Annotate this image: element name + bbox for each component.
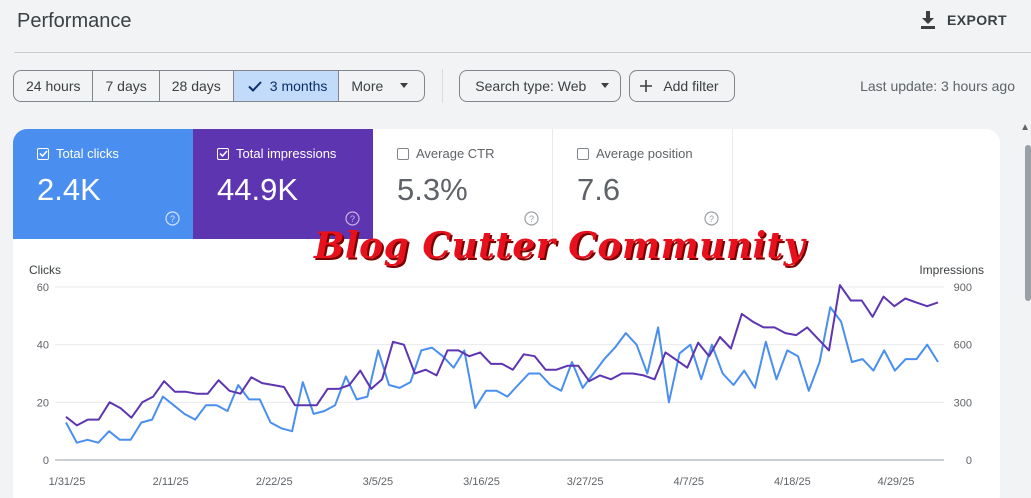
metric-label: Total clicks xyxy=(56,146,119,161)
metric-label: Total impressions xyxy=(236,146,337,161)
metric-value: 5.3% xyxy=(397,172,468,207)
metric-value: 7.6 xyxy=(577,172,621,207)
range-more-label: More xyxy=(351,78,384,94)
add-filter-label: Add filter xyxy=(663,78,719,94)
x-tick-label: 4/18/25 xyxy=(774,476,811,488)
download-icon xyxy=(921,11,936,29)
date-range-selector: 24 hours 7 days 28 days 3 months More xyxy=(13,70,426,102)
search-type-label: Search type: Web xyxy=(475,78,587,94)
range-24-hours[interactable]: 24 hours xyxy=(14,71,94,101)
caret-down-icon xyxy=(400,83,409,88)
scroll-up-icon[interactable]: ▲ xyxy=(1020,122,1030,133)
caret-down-icon xyxy=(601,83,610,88)
range-28-days[interactable]: 28 days xyxy=(160,71,234,101)
y-left-tick-label: 0 xyxy=(43,455,49,467)
filter-toolbar: 24 hours 7 days 28 days 3 months More Se… xyxy=(13,69,743,103)
metric-label: Average CTR xyxy=(416,146,495,161)
help-icon[interactable]: ? xyxy=(165,211,180,226)
x-tick-label: 2/11/25 xyxy=(153,476,189,488)
help-icon[interactable]: ? xyxy=(524,211,539,226)
performance-chart[interactable]: Clicks Impressions 0 0 20 300 40 600 60 900 1/3… xyxy=(13,129,1000,498)
range-7-days[interactable]: 7 days xyxy=(93,71,160,101)
header-divider xyxy=(14,52,1031,53)
export-button[interactable]: EXPORT xyxy=(920,11,1007,29)
y-right-tick-label: 300 xyxy=(954,397,972,409)
search-type-dropdown[interactable]: Search type: Web xyxy=(459,70,622,102)
check-icon xyxy=(248,80,262,92)
x-tick-label: 4/29/25 xyxy=(878,476,915,488)
metric-total-impressions[interactable]: Total impressions 44.9K ? xyxy=(193,129,373,239)
svg-text:?: ? xyxy=(529,214,534,224)
scrollbar-thumb[interactable] xyxy=(1025,145,1031,301)
metric-average-position[interactable]: Average position 7.6 ? xyxy=(553,129,733,239)
series-line-clicks xyxy=(65,306,939,444)
series-line-impressions xyxy=(65,284,939,427)
y-right-tick-label: 600 xyxy=(954,340,972,352)
y-left-tick-label: 40 xyxy=(37,340,49,352)
x-tick-label: 2/22/25 xyxy=(256,476,293,488)
last-update-text: Last update: 3 hours ago xyxy=(860,78,1015,94)
checkbox-checked-icon[interactable] xyxy=(217,147,229,160)
help-icon[interactable]: ? xyxy=(345,211,360,226)
x-tick-label: 4/7/25 xyxy=(673,476,704,488)
plus-icon xyxy=(640,80,653,92)
watermark-text: Blog Cutter Community xyxy=(314,225,806,267)
add-filter-button[interactable]: Add filter xyxy=(629,70,735,102)
metric-average-ctr[interactable]: Average CTR 5.3% ? xyxy=(373,129,553,239)
toolbar-divider xyxy=(442,69,444,103)
checkbox-checked-icon[interactable] xyxy=(37,147,49,160)
page-title: Performance xyxy=(17,10,132,32)
y-right-tick-label: 0 xyxy=(966,455,972,467)
performance-card: Total clicks 2.4K ? Total impressions 44… xyxy=(13,129,1000,498)
metric-label: Average position xyxy=(596,146,693,161)
x-tick-label: 3/27/25 xyxy=(567,476,604,488)
page-header: Performance EXPORT xyxy=(0,0,1031,54)
metric-total-clicks[interactable]: Total clicks 2.4K ? xyxy=(13,129,193,239)
svg-text:?: ? xyxy=(170,214,175,224)
range-3-months-label: 3 months xyxy=(269,78,328,94)
y-left-tick-label: 60 xyxy=(37,282,49,294)
y-left-tick-label: 20 xyxy=(37,397,49,409)
metric-value: 2.4K xyxy=(37,172,101,207)
range-more-dropdown[interactable]: More xyxy=(339,71,424,101)
y-right-tick-label: 900 xyxy=(954,282,972,294)
metric-value: 44.9K xyxy=(217,172,299,207)
x-tick-label: 3/16/25 xyxy=(463,476,500,488)
help-icon[interactable]: ? xyxy=(704,211,719,226)
x-tick-label: 1/31/25 xyxy=(49,476,86,488)
svg-text:?: ? xyxy=(350,214,355,224)
svg-text:?: ? xyxy=(709,214,714,224)
export-label: EXPORT xyxy=(947,12,1007,28)
y-left-axis-label: Clicks xyxy=(29,263,61,277)
checkbox-unchecked-icon[interactable] xyxy=(577,147,589,160)
y-right-axis-label: Impressions xyxy=(919,263,984,277)
x-tick-label: 3/5/25 xyxy=(363,476,394,488)
range-3-months[interactable]: 3 months xyxy=(233,71,340,101)
checkbox-unchecked-icon[interactable] xyxy=(397,147,409,160)
